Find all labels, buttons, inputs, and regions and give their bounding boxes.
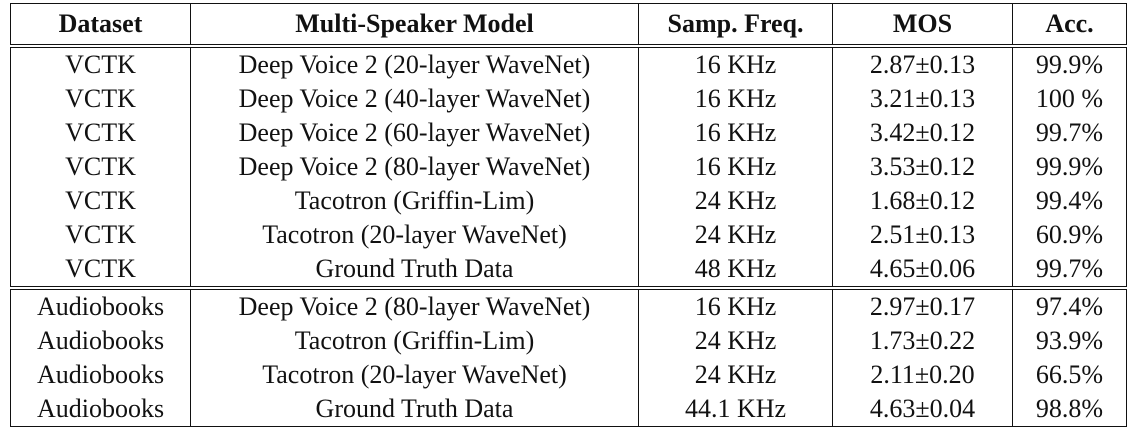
table-row: Audiobooks Deep Voice 2 (80-layer WaveNet… <box>10 286 1127 324</box>
cell-dataset: Audiobooks <box>10 392 191 427</box>
cell-samp-freq: 16 KHz <box>638 46 833 82</box>
cell-mos: 3.21±0.13 <box>832 82 1013 116</box>
table-row: VCTK Deep Voice 2 (20-layer WaveNet) 16 KH… <box>10 46 1127 82</box>
cell-mos: 2.97±0.17 <box>832 286 1013 324</box>
cell-acc: 99.9% <box>1012 150 1127 184</box>
header-mos: MOS <box>832 3 1013 48</box>
header-dataset: Dataset <box>10 3 191 48</box>
cell-dataset: VCTK <box>10 150 191 184</box>
cell-model: Deep Voice 2 (60-layer WaveNet) <box>190 116 639 150</box>
header-samp-freq: Samp. Freq. <box>638 3 833 48</box>
cell-dataset: Audiobooks <box>10 286 191 324</box>
header-acc: Acc. <box>1012 3 1127 48</box>
cell-acc: 93.9% <box>1012 324 1127 358</box>
cell-acc: 99.9% <box>1012 46 1127 82</box>
header-row: Dataset Multi-Speaker Model Samp. Freq. … <box>10 3 1127 48</box>
cell-dataset: VCTK <box>10 46 191 82</box>
table-row: Audiobooks Tacotron (20-layer WaveNet) 24 … <box>10 358 1127 392</box>
cell-mos: 2.11±0.20 <box>832 358 1013 392</box>
table-row: Audiobooks Tacotron (Griffin-Lim) 24 KHz 1.… <box>10 324 1127 358</box>
cell-model: Deep Voice 2 (80-layer WaveNet) <box>190 286 639 324</box>
cell-model: Tacotron (20-layer WaveNet) <box>190 218 639 252</box>
cell-samp-freq: 16 KHz <box>638 82 833 116</box>
table-row: VCTK Deep Voice 2 (60-layer WaveNet) 16 KH… <box>10 116 1127 150</box>
cell-model: Tacotron (20-layer WaveNet) <box>190 358 639 392</box>
results-table: Dataset Multi-Speaker Model Samp. Freq. … <box>10 3 1127 427</box>
cell-dataset: Audiobooks <box>10 358 191 392</box>
cell-model: Ground Truth Data <box>190 392 639 427</box>
cell-dataset: Audiobooks <box>10 324 191 358</box>
cell-dataset: VCTK <box>10 252 191 288</box>
cell-acc: 99.7% <box>1012 116 1127 150</box>
cell-model: Ground Truth Data <box>190 252 639 288</box>
table-row: VCTK Tacotron (Griffin-Lim) 24 KHz 1.68±0.1… <box>10 184 1127 218</box>
cell-acc: 97.4% <box>1012 286 1127 324</box>
cell-model: Tacotron (Griffin-Lim) <box>190 324 639 358</box>
cell-acc: 98.8% <box>1012 392 1127 427</box>
cell-dataset: VCTK <box>10 218 191 252</box>
cell-mos: 4.63±0.04 <box>832 392 1013 427</box>
cell-samp-freq: 24 KHz <box>638 358 833 392</box>
table-row: VCTK Deep Voice 2 (40-layer WaveNet) 16 KH… <box>10 82 1127 116</box>
cell-mos: 2.51±0.13 <box>832 218 1013 252</box>
header-model: Multi-Speaker Model <box>190 3 639 48</box>
cell-mos: 2.87±0.13 <box>832 46 1013 82</box>
cell-model: Deep Voice 2 (40-layer WaveNet) <box>190 82 639 116</box>
cell-samp-freq: 24 KHz <box>638 324 833 358</box>
cell-acc: 100 % <box>1012 82 1127 116</box>
cell-model: Deep Voice 2 (20-layer WaveNet) <box>190 46 639 82</box>
table-row: VCTK Ground Truth Data 48 KHz 4.65±0.06 99.7… <box>10 252 1127 288</box>
cell-acc: 66.5% <box>1012 358 1127 392</box>
cell-samp-freq: 16 KHz <box>638 116 833 150</box>
cell-mos: 3.53±0.12 <box>832 150 1013 184</box>
cell-samp-freq: 24 KHz <box>638 184 833 218</box>
table-row: VCTK Deep Voice 2 (80-layer WaveNet) 16 KH… <box>10 150 1127 184</box>
cell-acc: 60.9% <box>1012 218 1127 252</box>
cell-mos: 1.73±0.22 <box>832 324 1013 358</box>
cell-samp-freq: 16 KHz <box>638 150 833 184</box>
cell-mos: 1.68±0.12 <box>832 184 1013 218</box>
table-row: Audiobooks Ground Truth Data 44.1 KHz 4.63±… <box>10 392 1127 427</box>
cell-samp-freq: 16 KHz <box>638 286 833 324</box>
cell-dataset: VCTK <box>10 184 191 218</box>
table-header: Dataset Multi-Speaker Model Samp. Freq. … <box>10 3 1127 48</box>
results-table-container: Dataset Multi-Speaker Model Samp. Freq. … <box>10 3 1127 427</box>
cell-dataset: VCTK <box>10 116 191 150</box>
cell-acc: 99.4% <box>1012 184 1127 218</box>
cell-samp-freq: 48 KHz <box>638 252 833 288</box>
table-row: VCTK Tacotron (20-layer WaveNet) 24 KHz 2.5… <box>10 218 1127 252</box>
table-body: VCTK Deep Voice 2 (20-layer WaveNet) 16 KH… <box>10 46 1127 427</box>
cell-model: Deep Voice 2 (80-layer WaveNet) <box>190 150 639 184</box>
cell-samp-freq: 24 KHz <box>638 218 833 252</box>
cell-acc: 99.7% <box>1012 252 1127 288</box>
cell-mos: 3.42±0.12 <box>832 116 1013 150</box>
cell-model: Tacotron (Griffin-Lim) <box>190 184 639 218</box>
cell-mos: 4.65±0.06 <box>832 252 1013 288</box>
cell-dataset: VCTK <box>10 82 191 116</box>
cell-samp-freq: 44.1 KHz <box>638 392 833 427</box>
